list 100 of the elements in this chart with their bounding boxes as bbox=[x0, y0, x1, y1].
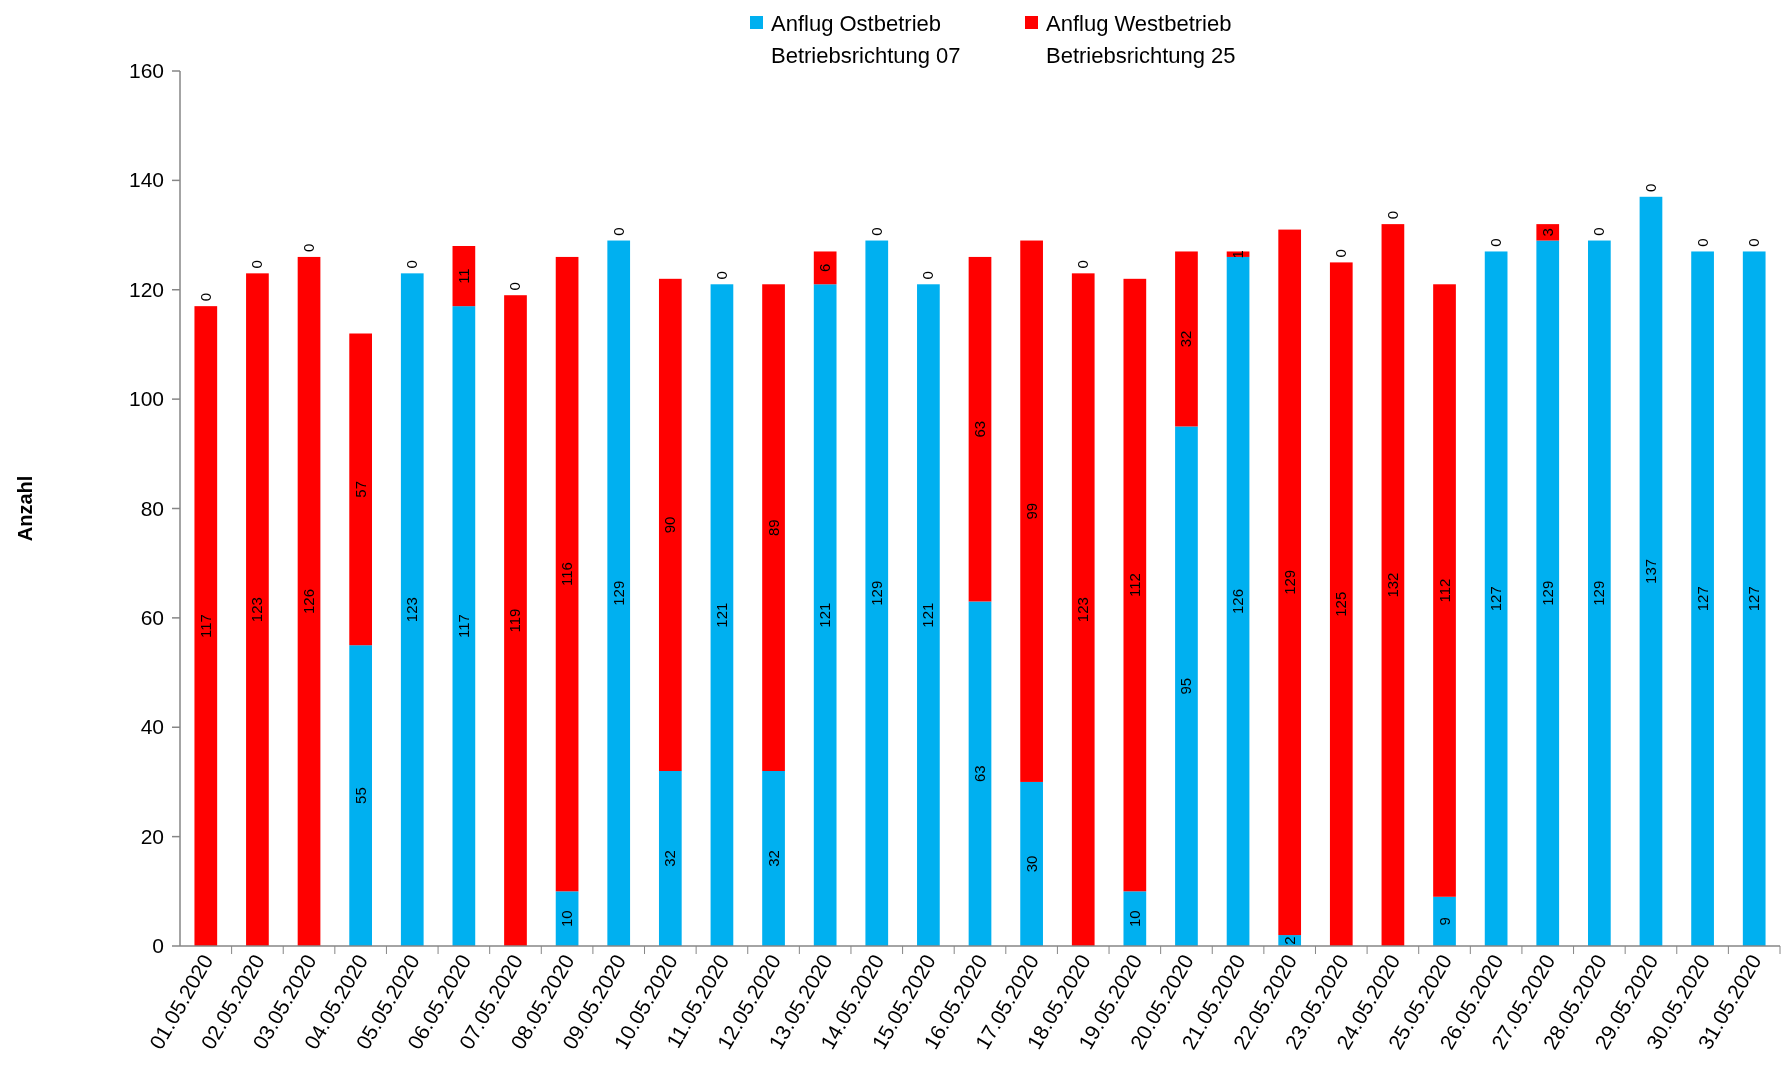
bar bbox=[1639, 196, 1663, 946]
bar bbox=[1020, 781, 1043, 946]
data-label: 10 bbox=[1125, 910, 1143, 927]
y-tick-label: 120 bbox=[128, 277, 164, 301]
data-label: 0 bbox=[300, 243, 318, 253]
data-label: 32 bbox=[661, 850, 679, 867]
data-label: 123 bbox=[1074, 597, 1092, 623]
bar bbox=[1123, 278, 1147, 892]
data-label: 32 bbox=[1177, 330, 1195, 348]
bar bbox=[1175, 426, 1198, 946]
data-label: 0 bbox=[867, 227, 885, 236]
data-label: 0 bbox=[403, 260, 421, 269]
data-label: 90 bbox=[661, 516, 679, 534]
data-label: 129 bbox=[1590, 580, 1608, 606]
data-label: 0 bbox=[248, 260, 266, 269]
bar bbox=[1329, 262, 1353, 946]
bar bbox=[1484, 251, 1508, 946]
y-tick-label: 80 bbox=[140, 496, 164, 520]
data-label: 132 bbox=[1383, 572, 1401, 598]
data-label: 117 bbox=[196, 614, 214, 639]
data-label: 89 bbox=[764, 519, 782, 536]
data-label: 129 bbox=[1538, 580, 1556, 606]
data-label: 0 bbox=[196, 292, 214, 302]
data-label: 121 bbox=[712, 602, 730, 628]
data-label: 9 bbox=[1435, 917, 1453, 926]
bar bbox=[1071, 273, 1095, 946]
bar bbox=[1175, 251, 1198, 427]
bar bbox=[813, 284, 837, 946]
bar bbox=[1536, 240, 1560, 946]
data-label: 10 bbox=[558, 910, 576, 927]
data-label: 0 bbox=[1332, 249, 1350, 258]
data-label: 63 bbox=[971, 420, 988, 438]
bar bbox=[813, 251, 837, 285]
y-tick-label: 40 bbox=[140, 715, 164, 739]
bar bbox=[1433, 896, 1456, 946]
legend-label: Anflug Ostbetrieb Betriebsrichtung 07 bbox=[771, 11, 961, 68]
bar bbox=[1381, 224, 1405, 946]
bar bbox=[246, 273, 269, 946]
data-label: 127 bbox=[1693, 586, 1711, 612]
data-label: 32 bbox=[764, 850, 782, 867]
data-label: 1 bbox=[1229, 250, 1247, 259]
bar bbox=[865, 240, 889, 946]
data-label: 95 bbox=[1177, 677, 1195, 695]
y-tick-label: 20 bbox=[140, 824, 164, 848]
data-label: 63 bbox=[971, 765, 988, 783]
data-label: 0 bbox=[609, 227, 627, 236]
bar bbox=[452, 246, 476, 307]
bar bbox=[968, 256, 992, 602]
bar bbox=[194, 306, 218, 946]
data-label: 126 bbox=[1229, 588, 1247, 614]
bar bbox=[1536, 224, 1560, 241]
data-label: 126 bbox=[300, 588, 318, 614]
data-label: 6 bbox=[816, 263, 834, 273]
data-label: 99 bbox=[1022, 502, 1040, 520]
data-label: 125 bbox=[1332, 591, 1350, 617]
bar bbox=[504, 295, 527, 946]
y-axis-title: Anzahl bbox=[14, 475, 36, 542]
bar bbox=[1020, 240, 1043, 782]
data-label: 123 bbox=[403, 597, 421, 623]
data-label: 117 bbox=[454, 614, 472, 639]
data-label: 129 bbox=[1280, 569, 1298, 595]
data-label: 129 bbox=[867, 580, 885, 606]
data-label: 119 bbox=[506, 608, 524, 633]
data-label: 3 bbox=[1538, 228, 1556, 237]
data-label: 0 bbox=[1487, 238, 1505, 247]
data-label: 0 bbox=[1745, 238, 1763, 247]
data-label: 0 bbox=[919, 271, 937, 280]
data-label: 11 bbox=[454, 268, 472, 284]
bar bbox=[349, 333, 372, 646]
data-label: 0 bbox=[712, 271, 730, 280]
bar bbox=[1123, 891, 1147, 946]
data-label: 0 bbox=[1590, 227, 1608, 236]
data-label: 116 bbox=[558, 562, 576, 587]
data-label: 129 bbox=[609, 580, 627, 606]
bar bbox=[349, 645, 372, 946]
data-label: 112 bbox=[1435, 578, 1453, 603]
bar bbox=[297, 256, 321, 946]
y-tick-label: 100 bbox=[128, 387, 164, 411]
bar bbox=[968, 601, 992, 946]
bar bbox=[1226, 256, 1250, 946]
data-label: 2 bbox=[1280, 936, 1298, 945]
bar bbox=[658, 771, 682, 946]
bar bbox=[452, 306, 476, 946]
bar bbox=[1278, 229, 1302, 936]
y-tick-label: 60 bbox=[140, 605, 164, 629]
data-label: 0 bbox=[506, 282, 524, 291]
bar bbox=[1691, 251, 1714, 946]
bar bbox=[555, 256, 579, 892]
data-label: 123 bbox=[248, 597, 266, 623]
bar bbox=[917, 284, 940, 946]
data-label: 0 bbox=[1641, 183, 1659, 192]
data-label: 127 bbox=[1487, 586, 1505, 612]
bar bbox=[658, 278, 682, 771]
bar bbox=[762, 771, 785, 946]
legend-label: Anflug Westbetrieb Betriebsrichtung 25 bbox=[1046, 11, 1236, 68]
data-label: 55 bbox=[351, 787, 369, 804]
data-label: 112 bbox=[1125, 573, 1143, 598]
bar bbox=[1433, 284, 1456, 897]
bar bbox=[762, 284, 785, 771]
bar bbox=[400, 273, 424, 946]
